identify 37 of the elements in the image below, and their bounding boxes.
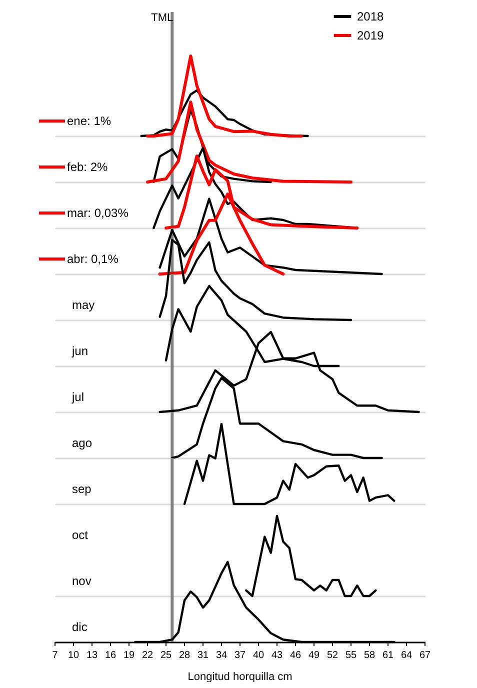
x-tick-label: 25: [160, 650, 172, 661]
text: jul: [71, 390, 84, 404]
text: ene: 1%: [67, 114, 112, 128]
x-tick-label: 28: [178, 650, 190, 661]
legend-label: 2019: [357, 28, 384, 42]
x-tick-label: 19: [123, 650, 135, 661]
x-tick-label: 49: [308, 650, 320, 661]
text: ago: [72, 436, 92, 450]
x-tick-label: 40: [252, 650, 264, 661]
x-tick-label: 13: [86, 650, 98, 661]
text: jun: [71, 344, 88, 358]
x-tick-label: 55: [345, 650, 357, 661]
x-tick-label: 37: [234, 650, 246, 661]
x-tick-label: 67: [419, 650, 431, 661]
text: sep: [72, 482, 92, 496]
x-tick-label: 10: [68, 650, 80, 661]
text: feb: 2%: [67, 160, 108, 174]
x-tick-label: 7: [52, 650, 58, 661]
x-tick-label: 46: [290, 650, 302, 661]
x-tick-label: 16: [104, 650, 116, 661]
text: dic: [72, 620, 88, 634]
x-tick-label: 31: [197, 650, 209, 661]
x-tick-label: 34: [216, 650, 228, 661]
text: nov: [72, 574, 92, 588]
text: oct: [72, 528, 89, 542]
x-tick-label: 43: [271, 650, 283, 661]
x-tick-label: 61: [382, 650, 394, 661]
legend-label: 2018: [357, 10, 384, 24]
text: mar: 0,03%: [67, 206, 129, 220]
x-tick-label: 52: [326, 650, 338, 661]
x-tick-label: 64: [400, 650, 412, 661]
x-tick-label: 58: [364, 650, 376, 661]
text: may: [72, 298, 95, 312]
text: abr: 0,1%: [67, 252, 119, 266]
ref-line-label: TML: [151, 12, 174, 24]
x-tick-label: 22: [142, 650, 154, 661]
x-axis-title: Longitud horquilla cm: [188, 671, 292, 683]
